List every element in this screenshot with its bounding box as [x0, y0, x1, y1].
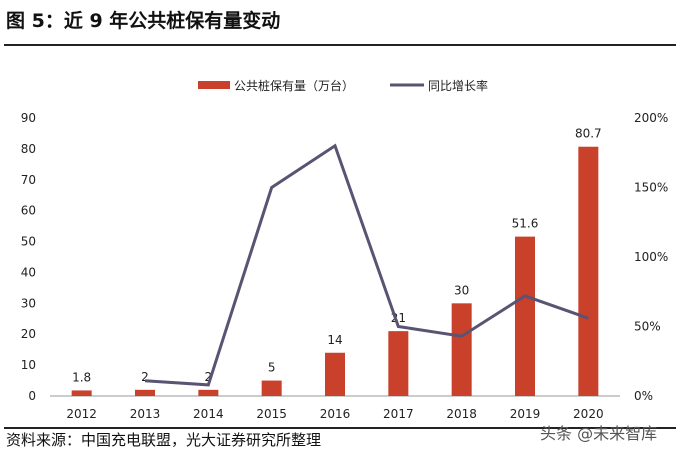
- title-divider: [4, 44, 676, 46]
- right-tick-label: 50%: [634, 320, 661, 334]
- figure-title: 图 5：近 9 年公共桩保有量变动: [6, 10, 281, 32]
- left-tick-label: 70: [21, 173, 36, 187]
- legend-line-label: 同比增长率: [428, 78, 488, 93]
- x-tick-label: 2016: [320, 407, 351, 421]
- left-tick-label: 50: [21, 235, 36, 249]
- left-tick-label: 0: [28, 389, 36, 403]
- x-tick-label: 2018: [446, 407, 477, 421]
- bar: [578, 146, 599, 396]
- bar-data-label: 14: [327, 333, 342, 347]
- right-tick-label: 0%: [634, 389, 653, 403]
- right-tick-label: 100%: [634, 250, 668, 264]
- bar-data-label: 2: [205, 370, 213, 384]
- bar: [515, 236, 535, 396]
- chart: 0 10 20 30 40 50 60 70 80 90 0% 50% 100% 150% 200% 2012…: [21, 78, 669, 421]
- bar: [325, 352, 345, 396]
- x-tick-label: 2019: [510, 407, 541, 421]
- x-tick-label: 2012: [66, 407, 97, 421]
- x-tick-label: 2015: [256, 407, 287, 421]
- bar: [71, 390, 92, 396]
- bar-data-label: 2: [141, 370, 149, 384]
- bar-data-label: 80.7: [575, 127, 602, 141]
- left-tick-label: 10: [21, 358, 36, 372]
- left-tick-label: 30: [21, 296, 36, 310]
- right-tick-label: 200%: [634, 111, 668, 125]
- left-tick-label: 40: [21, 265, 36, 279]
- left-tick-label: 60: [21, 204, 36, 218]
- left-tick-label: 20: [21, 327, 36, 341]
- bar-data-label: 30: [454, 283, 469, 297]
- legend-bar-label: 公共桩保有量（万台）: [234, 78, 354, 93]
- growth-line: [144, 143, 589, 387]
- bar: [261, 380, 282, 396]
- bar: [451, 303, 472, 396]
- legend-bar-swatch: [198, 81, 230, 89]
- source-divider: [4, 427, 676, 429]
- left-tick-label: 90: [21, 111, 36, 125]
- bar: [135, 389, 155, 396]
- bar-data-label: 1.8: [72, 370, 91, 384]
- x-tick-label: 2020: [573, 407, 604, 421]
- bar-data-label: 5: [268, 361, 276, 375]
- x-tick-label: 2013: [130, 407, 161, 421]
- watermark: 头条 @未来智库: [540, 424, 658, 443]
- bar: [388, 331, 409, 396]
- left-tick-label: 80: [21, 142, 36, 156]
- bar: [198, 389, 219, 396]
- bar-data-label: 51.6: [512, 217, 539, 231]
- right-tick-label: 150%: [634, 181, 668, 195]
- x-tick-label: 2014: [193, 407, 224, 421]
- source-note: 资料来源：中国充电联盟，光大证券研究所整理: [6, 431, 322, 449]
- x-tick-label: 2017: [383, 407, 414, 421]
